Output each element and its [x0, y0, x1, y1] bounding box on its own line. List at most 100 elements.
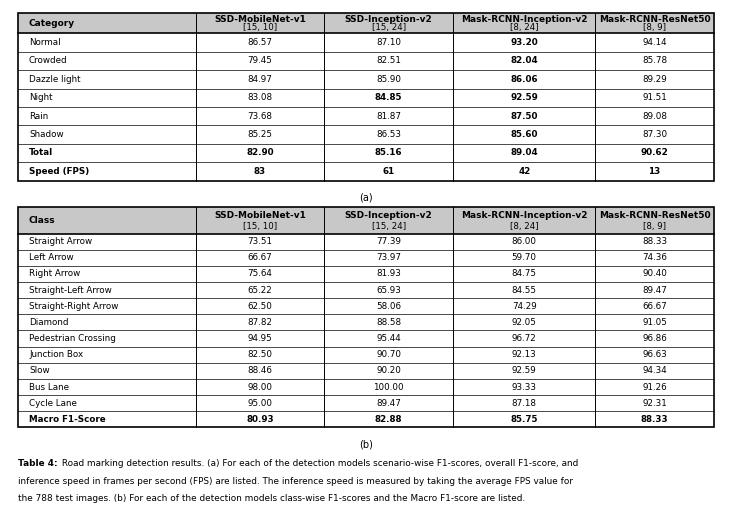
Text: 83: 83 [254, 167, 266, 176]
Text: [15, 10]: [15, 10] [243, 221, 277, 230]
Text: SSD-Inception-v2: SSD-Inception-v2 [345, 15, 433, 24]
Text: 65.93: 65.93 [376, 286, 401, 295]
Text: 93.20: 93.20 [510, 38, 538, 47]
Text: Left Arrow: Left Arrow [29, 253, 73, 262]
Text: 94.95: 94.95 [247, 334, 272, 343]
Text: 74.29: 74.29 [512, 302, 537, 311]
Text: 13: 13 [649, 167, 661, 176]
Text: 82.90: 82.90 [246, 149, 274, 157]
Text: Normal: Normal [29, 38, 61, 47]
Text: 84.85: 84.85 [375, 93, 403, 102]
Text: Road marking detection results. (a) For each of the detection models scenario-wi: Road marking detection results. (a) For … [59, 459, 578, 468]
Text: 92.13: 92.13 [512, 350, 537, 359]
Text: 95.00: 95.00 [247, 399, 272, 408]
Text: Speed (FPS): Speed (FPS) [29, 167, 89, 176]
Text: 81.87: 81.87 [376, 112, 401, 121]
Bar [18, 207, 714, 234]
Text: 94.14: 94.14 [642, 38, 667, 47]
Text: [8, 24]: [8, 24] [510, 23, 539, 32]
Text: 98.00: 98.00 [247, 382, 272, 391]
Text: Macro F1-Score: Macro F1-Score [29, 415, 105, 424]
Text: 62.50: 62.50 [247, 302, 272, 311]
Text: 96.63: 96.63 [642, 350, 667, 359]
Text: 89.08: 89.08 [642, 112, 667, 121]
Text: 92.59: 92.59 [510, 93, 538, 102]
Text: 90.62: 90.62 [640, 149, 668, 157]
Text: Table 4:: Table 4: [18, 459, 58, 468]
Text: Bus Lane: Bus Lane [29, 382, 69, 391]
Bar [18, 13, 714, 181]
Text: 86.53: 86.53 [376, 130, 401, 139]
Text: Cycle Lane: Cycle Lane [29, 399, 77, 408]
Text: 94.34: 94.34 [642, 366, 667, 375]
Text: [8, 9]: [8, 9] [643, 221, 666, 230]
Text: 73.68: 73.68 [247, 112, 272, 121]
Text: [15, 24]: [15, 24] [372, 23, 406, 32]
Text: 88.58: 88.58 [376, 318, 401, 327]
Text: Mask-RCNN-ResNet50: Mask-RCNN-ResNet50 [599, 15, 710, 24]
Text: 81.93: 81.93 [376, 269, 401, 278]
Text: Straight-Right Arrow: Straight-Right Arrow [29, 302, 119, 311]
Text: SSD-Inception-v2: SSD-Inception-v2 [345, 210, 433, 219]
Bar [18, 207, 714, 427]
Text: 74.36: 74.36 [642, 253, 667, 262]
Text: 82.51: 82.51 [376, 56, 401, 65]
Text: (a): (a) [359, 192, 373, 202]
Text: Mask-RCNN-ResNet50: Mask-RCNN-ResNet50 [599, 210, 710, 219]
Text: Junction Box: Junction Box [29, 350, 83, 359]
Text: 66.67: 66.67 [247, 253, 272, 262]
Text: 82.88: 82.88 [375, 415, 403, 424]
Text: Mask-RCNN-Inception-v2: Mask-RCNN-Inception-v2 [461, 15, 588, 24]
Text: 89.29: 89.29 [642, 75, 667, 84]
Text: 89.47: 89.47 [642, 286, 667, 295]
Text: 83.08: 83.08 [247, 93, 272, 102]
Text: Category: Category [29, 19, 75, 28]
Text: 91.51: 91.51 [642, 93, 667, 102]
Text: Night: Night [29, 93, 53, 102]
Text: [15, 10]: [15, 10] [243, 23, 277, 32]
Text: 80.93: 80.93 [246, 415, 274, 424]
Text: 86.57: 86.57 [247, 38, 272, 47]
Text: 82.50: 82.50 [247, 350, 272, 359]
Text: 42: 42 [518, 167, 530, 176]
Text: 61: 61 [383, 167, 395, 176]
Text: Straight-Left Arrow: Straight-Left Arrow [29, 286, 112, 295]
Text: [8, 9]: [8, 9] [643, 23, 666, 32]
Text: 86.06: 86.06 [510, 75, 538, 84]
Text: 73.97: 73.97 [376, 253, 401, 262]
Bar [18, 13, 714, 33]
Text: Crowded: Crowded [29, 56, 67, 65]
Text: Diamond: Diamond [29, 318, 68, 327]
Text: [8, 24]: [8, 24] [510, 221, 539, 230]
Text: 87.10: 87.10 [376, 38, 401, 47]
Text: 86.00: 86.00 [512, 237, 537, 246]
Text: Straight Arrow: Straight Arrow [29, 237, 92, 246]
Text: 91.05: 91.05 [642, 318, 667, 327]
Text: 85.16: 85.16 [375, 149, 403, 157]
Text: 77.39: 77.39 [376, 237, 401, 246]
Text: 95.44: 95.44 [376, 334, 401, 343]
Text: 96.72: 96.72 [512, 334, 537, 343]
Text: Slow: Slow [29, 366, 50, 375]
Text: 75.64: 75.64 [247, 269, 272, 278]
Text: 90.40: 90.40 [642, 269, 667, 278]
Text: 90.20: 90.20 [376, 366, 401, 375]
Text: Mask-RCNN-Inception-v2: Mask-RCNN-Inception-v2 [461, 210, 588, 219]
Text: 87.30: 87.30 [642, 130, 667, 139]
Text: 90.70: 90.70 [376, 350, 401, 359]
Text: 87.50: 87.50 [510, 112, 538, 121]
Text: 58.06: 58.06 [376, 302, 401, 311]
Text: SSD-MobileNet-v1: SSD-MobileNet-v1 [214, 15, 306, 24]
Text: 82.04: 82.04 [510, 56, 538, 65]
Text: 89.47: 89.47 [376, 399, 401, 408]
Text: 87.82: 87.82 [247, 318, 272, 327]
Text: Right Arrow: Right Arrow [29, 269, 81, 278]
Text: the 788 test images. (b) For each of the detection models class-wise F1-scores a: the 788 test images. (b) For each of the… [18, 494, 526, 503]
Text: 85.90: 85.90 [376, 75, 401, 84]
Text: inference speed in frames per second (FPS) are listed. The inference speed is me: inference speed in frames per second (FP… [18, 477, 573, 486]
Text: 85.75: 85.75 [510, 415, 538, 424]
Text: Total: Total [29, 149, 53, 157]
Text: [15, 24]: [15, 24] [372, 221, 406, 230]
Text: Dazzle light: Dazzle light [29, 75, 81, 84]
Text: Shadow: Shadow [29, 130, 64, 139]
